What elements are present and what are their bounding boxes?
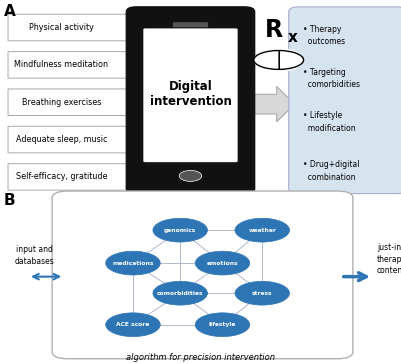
Text: B: B [4, 193, 16, 208]
Wedge shape [254, 48, 304, 72]
Circle shape [195, 313, 250, 337]
Circle shape [153, 218, 207, 242]
Text: • Lifestyle
  modification: • Lifestyle modification [303, 111, 355, 132]
Text: A: A [4, 4, 16, 19]
Polygon shape [8, 164, 140, 190]
Circle shape [195, 251, 250, 275]
Circle shape [235, 281, 290, 305]
Text: weather: weather [248, 228, 276, 233]
Circle shape [153, 281, 207, 305]
Text: emotions: emotions [207, 261, 238, 266]
Text: lifestyle: lifestyle [209, 322, 236, 327]
Text: Digital
intervention: Digital intervention [150, 80, 231, 108]
Polygon shape [8, 14, 140, 41]
Text: ACE score: ACE score [116, 322, 150, 327]
Text: Breathing exercises: Breathing exercises [22, 98, 101, 107]
FancyBboxPatch shape [144, 29, 237, 162]
Text: comorbidities: comorbidities [157, 291, 203, 296]
Circle shape [106, 251, 160, 275]
Polygon shape [8, 89, 140, 115]
Text: • Therapy
  outcomes: • Therapy outcomes [303, 25, 345, 46]
Text: Physical activity: Physical activity [29, 23, 94, 32]
Polygon shape [8, 126, 140, 153]
Text: Mindfulness meditation: Mindfulness meditation [14, 60, 108, 70]
Text: • Drug+digital
  combination: • Drug+digital combination [303, 160, 359, 182]
Circle shape [179, 170, 202, 181]
Text: stress: stress [252, 291, 273, 296]
FancyBboxPatch shape [52, 191, 353, 359]
Polygon shape [8, 52, 140, 78]
Text: genomics: genomics [164, 228, 196, 233]
FancyBboxPatch shape [289, 7, 401, 194]
FancyBboxPatch shape [173, 22, 208, 27]
Ellipse shape [254, 51, 304, 70]
Text: medications: medications [112, 261, 154, 266]
Text: algorithm for precision intervention: algorithm for precision intervention [126, 353, 275, 362]
Text: input and
databases: input and databases [14, 245, 54, 266]
Text: x: x [288, 31, 298, 46]
Circle shape [106, 313, 160, 337]
Text: just-in-time
therapeutic
content: just-in-time therapeutic content [377, 243, 401, 276]
Text: • Targeting
  comorbidities: • Targeting comorbidities [303, 68, 360, 90]
FancyBboxPatch shape [126, 7, 255, 194]
Circle shape [235, 218, 290, 242]
Polygon shape [251, 87, 295, 122]
Text: Self-efficacy, gratitude: Self-efficacy, gratitude [16, 173, 107, 181]
Text: Adequate sleep, music: Adequate sleep, music [16, 135, 107, 144]
Text: R: R [265, 18, 283, 42]
